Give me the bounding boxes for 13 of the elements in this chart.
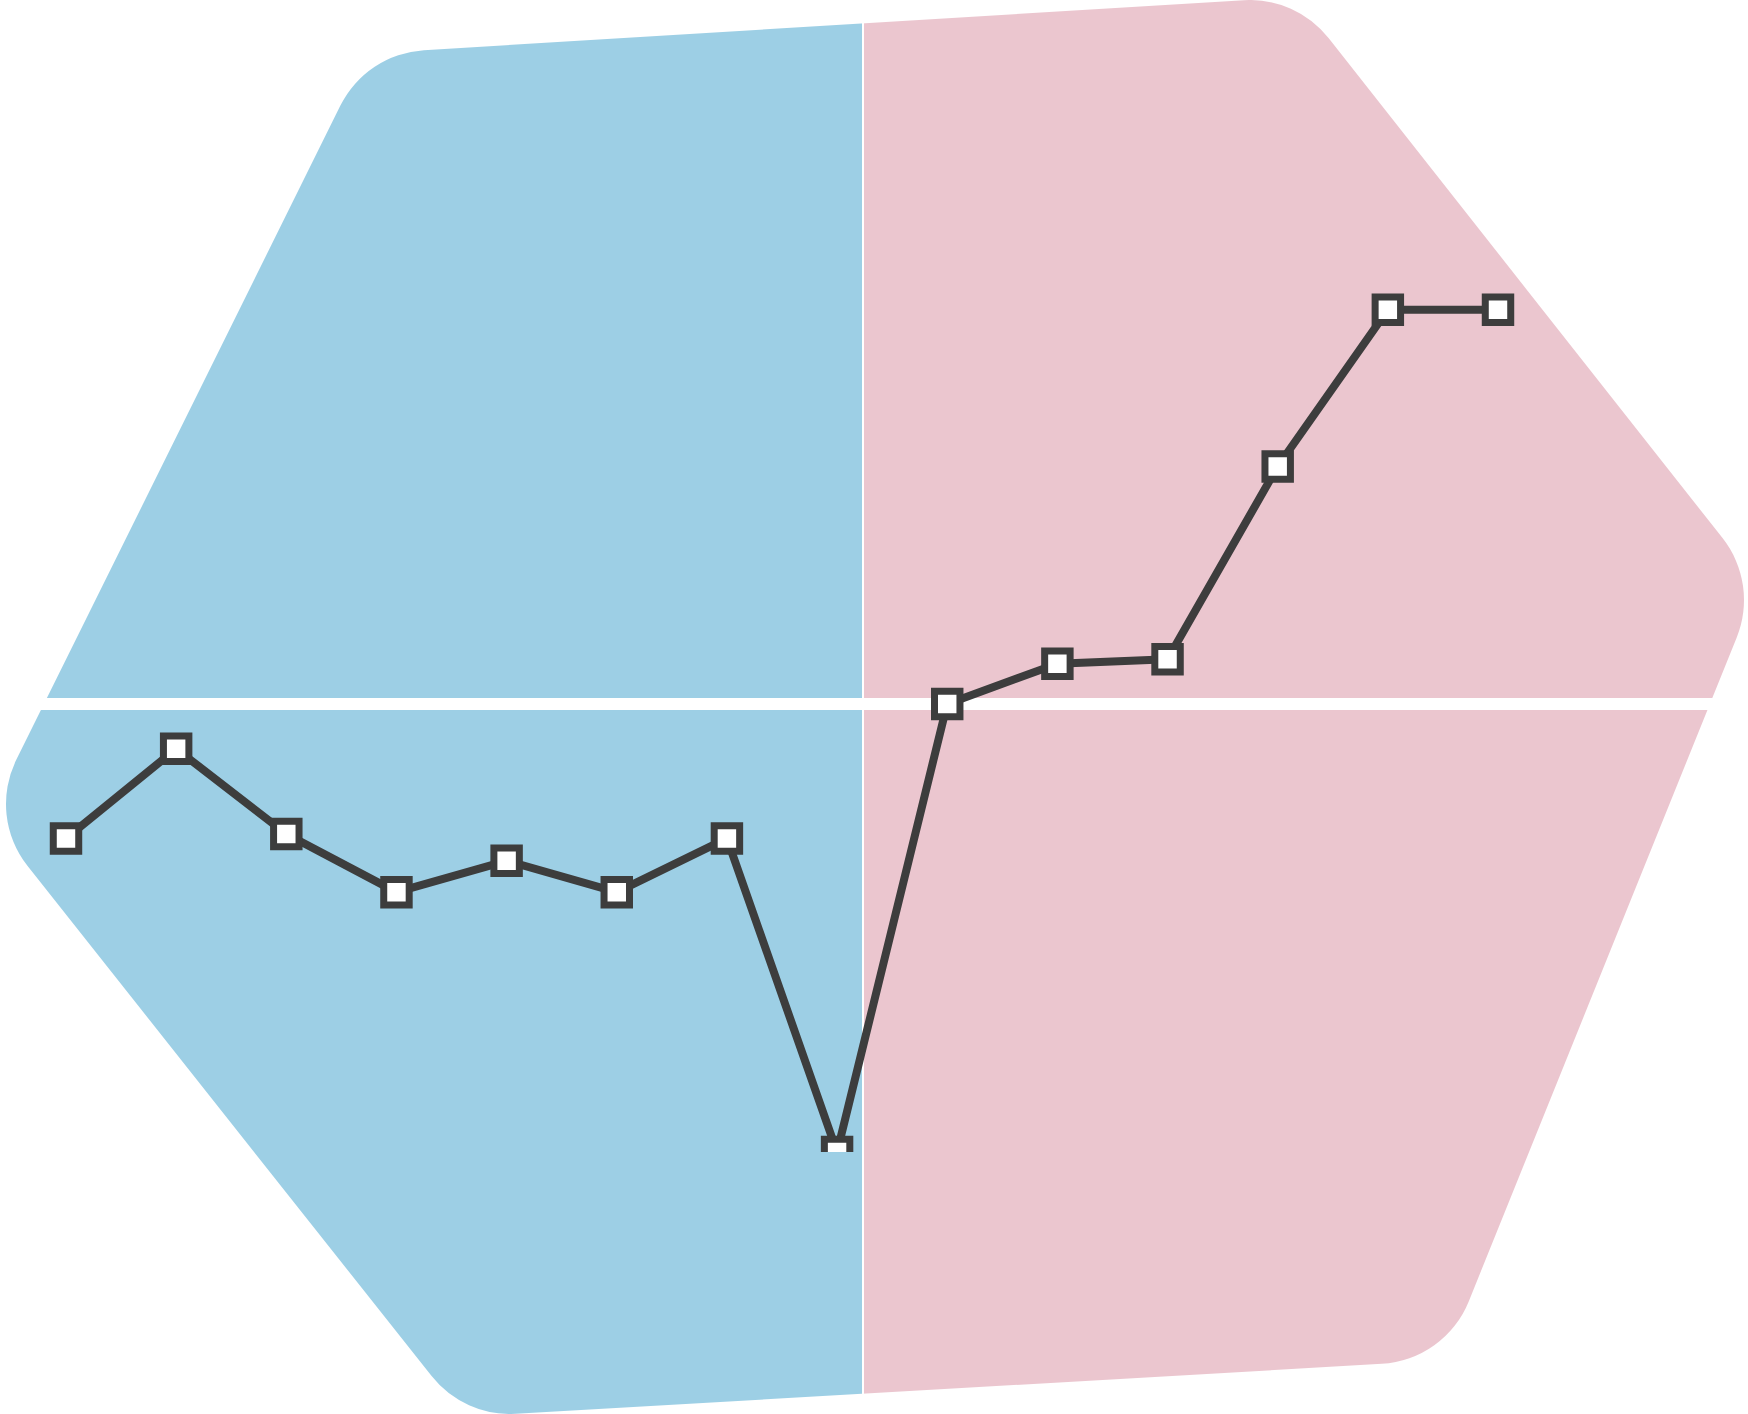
point [490, 844, 523, 878]
point [1151, 642, 1184, 676]
point [49, 822, 83, 855]
point [600, 875, 633, 909]
point [270, 817, 303, 851]
point [1481, 293, 1515, 326]
point [931, 687, 964, 721]
point [380, 875, 413, 909]
point [710, 822, 744, 855]
point [1041, 647, 1074, 680]
point [159, 732, 193, 766]
point [1261, 450, 1294, 483]
point [1371, 293, 1405, 326]
